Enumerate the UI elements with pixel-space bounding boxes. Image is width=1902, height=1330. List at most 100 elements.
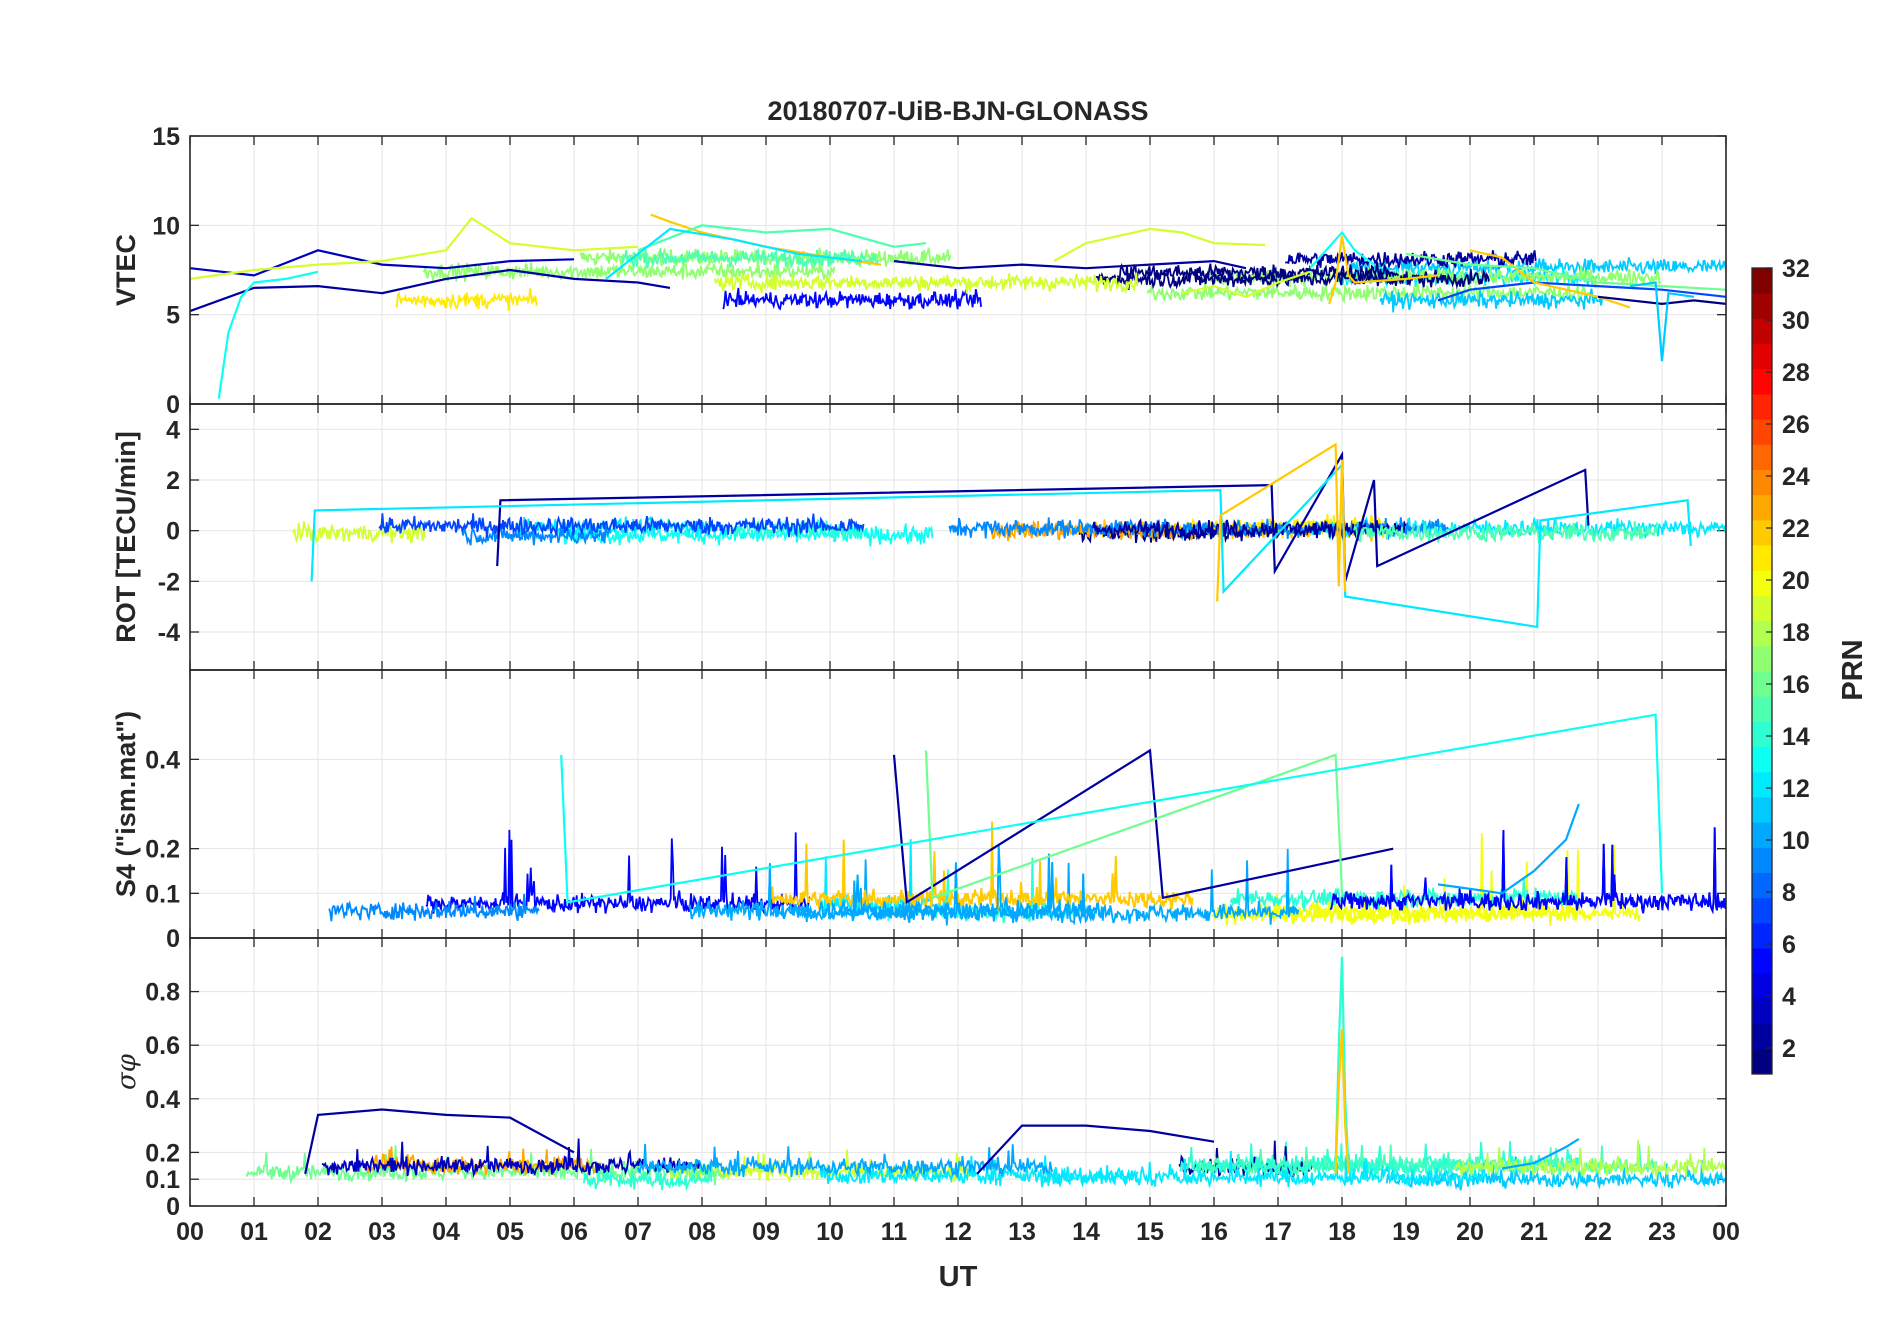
x-tick-label: 05 (496, 1218, 524, 1246)
colorbar-tick-label: 8 (1782, 879, 1796, 907)
series-prn-2 (976, 1124, 1215, 1175)
colorbar-frame (1751, 267, 1773, 1075)
trace-prn-18 (1452, 1140, 1726, 1177)
colorbar-swatch (1752, 796, 1772, 823)
series-prn-19 (1053, 227, 1266, 263)
colorbar-swatch (1752, 1048, 1772, 1075)
x-tick-label: 07 (624, 1218, 652, 1246)
series-prn-12 (310, 462, 1692, 629)
series-prn-22 (1469, 249, 1631, 309)
trace-prn-11 (1379, 288, 1604, 313)
colorbar-tick-label: 14 (1782, 723, 1810, 751)
trace-prn-3 (321, 1138, 702, 1178)
y-tick-label: 0.4 (145, 1086, 180, 1114)
series-prn-22 (1334, 1029, 1350, 1174)
colorbar-swatch (1752, 872, 1772, 899)
trace-prn-17 (1146, 281, 1590, 304)
panel-4: 00.10.2 0.4 0.6 0.8 σφ (112, 937, 1727, 1221)
colorbar-swatch (1752, 897, 1772, 924)
y-tick-label: 2 (166, 467, 180, 495)
panel-2: -4 -2 0 2 4 ROT [TECU/min] (111, 403, 1727, 671)
trace-prn-14 (1179, 1143, 1460, 1180)
colorbar-swatch (1752, 922, 1772, 949)
panel-1: 0 5 10 15 VTEC (111, 123, 1727, 419)
trace-prn-20 (1211, 849, 1579, 926)
colorbar-tick-label: 16 (1782, 671, 1810, 699)
series-prn-16 (924, 750, 1344, 900)
series-prn-10 (1437, 803, 1580, 895)
colorbar-swatch (1752, 343, 1772, 370)
y-axis-label: VTEC (111, 234, 141, 306)
trace-prn-19 (713, 272, 1139, 295)
series-prn-1 (1597, 295, 1726, 306)
colorbar-tick-label: 26 (1782, 411, 1810, 439)
colorbar-swatch (1752, 746, 1772, 773)
y-tick-label: 0 (166, 1193, 180, 1221)
trace-prn-14 (583, 1161, 713, 1192)
colorbar-swatch (1752, 998, 1772, 1025)
colorbar-swatch (1752, 293, 1772, 319)
series-prn-12 (605, 227, 863, 280)
series-prn-2 (892, 748, 1394, 905)
x-tick-label: 13 (1008, 1218, 1036, 1246)
y-axis-label: ROT [TECU/min] (111, 431, 141, 642)
colorbar-tick-label: 4 (1782, 983, 1796, 1011)
x-tick-label: 08 (688, 1218, 716, 1246)
series-prn-13 (217, 270, 319, 399)
colorbar-swatch (1752, 620, 1772, 647)
x-tick-label: 22 (1584, 1218, 1612, 1246)
x-tick-label: 04 (432, 1218, 460, 1246)
series-prn-13 (560, 713, 1664, 904)
series-prn-15 (637, 224, 927, 252)
y-tick-label: 15 (152, 123, 180, 151)
colorbar-tick-label: 20 (1782, 567, 1810, 595)
colorbar-tick-label: 32 (1782, 255, 1810, 283)
x-tick-label: 17 (1264, 1218, 1292, 1246)
colorbar-swatch (1752, 948, 1772, 974)
x-tick-label: 03 (368, 1218, 396, 1246)
colorbar-swatch (1752, 847, 1772, 873)
trace-prn-5 (722, 287, 982, 311)
x-axis-label: UT (939, 1261, 978, 1293)
chart-title: 20180707-UiB-BJN-GLONASS (767, 96, 1148, 126)
trace-prn-21 (395, 288, 539, 311)
y-axis-label: σφ (112, 1053, 142, 1090)
traces (245, 956, 1726, 1192)
colorbar-swatch (1752, 721, 1772, 748)
series-prn-19 (1181, 270, 1311, 298)
colorbar-swatch (1752, 973, 1772, 999)
x-tick-label: 19 (1392, 1218, 1420, 1246)
colorbar-tick-label: 2 (1782, 1035, 1796, 1063)
trace-prn-15 (1353, 520, 1658, 545)
x-tick-label: 06 (560, 1218, 588, 1246)
y-tick-label: -2 (158, 568, 180, 596)
x-tick-label: 15 (1136, 1218, 1164, 1246)
colorbar-label: PRN (1837, 639, 1869, 700)
y-tick-label: 0.2 (145, 1139, 180, 1167)
series-prn-2 (496, 450, 1590, 582)
panel-3: 0 0.1 0.2 0.4S4 ("ism.mat") (111, 669, 1727, 953)
series-prn-22 (1328, 235, 1439, 305)
trace-prn-22 (768, 821, 1194, 912)
x-axis: 00 01 02 03 04 05 06 07 08 09 10 11 12 13 14 15 16 17 18 19… (176, 1218, 1740, 1246)
colorbar-swatch (1752, 318, 1772, 345)
trace-prn-7 (378, 513, 865, 539)
colorbar-tick-label: 18 (1782, 619, 1810, 647)
trace-prn-9 (328, 893, 540, 922)
colorbar-swatch (1752, 822, 1772, 848)
colorbar-swatch (1752, 570, 1772, 596)
colorbar-tick-label: 6 (1782, 931, 1796, 959)
panel-frame (189, 937, 1727, 1207)
y-tick-label: 0.6 (145, 1032, 180, 1060)
trace-prn-12 (1040, 1150, 1487, 1189)
x-tick-label: 18 (1328, 1218, 1356, 1246)
x-tick-label: 23 (1648, 1218, 1676, 1246)
x-tick-label: 11 (881, 1218, 908, 1246)
colorbar-swatch (1752, 595, 1772, 622)
series-prn-11 (1629, 281, 1695, 362)
colorbar-tick-label: 28 (1782, 359, 1810, 387)
series-prn-7 (1437, 281, 1726, 302)
series-prn-2 (304, 1108, 575, 1175)
